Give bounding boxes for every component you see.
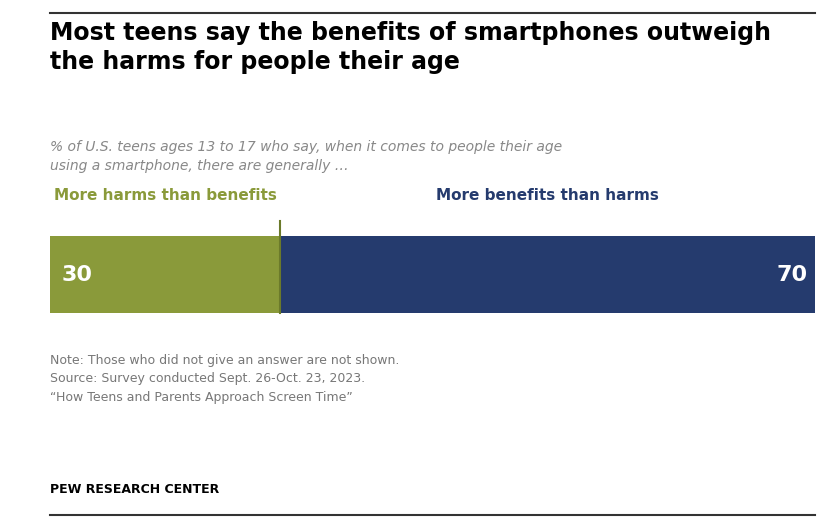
Bar [280,236,815,313]
Text: PEW RESEARCH CENTER: PEW RESEARCH CENTER [50,483,219,496]
Text: Note: Those who did not give an answer are not shown.
Source: Survey conducted S: Note: Those who did not give an answer a… [50,354,400,404]
Text: 30: 30 [62,265,93,285]
Bar [50,236,280,313]
Text: More harms than benefits: More harms than benefits [54,188,276,203]
Text: Most teens say the benefits of smartphones outweigh
the harms for people their a: Most teens say the benefits of smartphon… [50,21,771,74]
Text: More benefits than harms: More benefits than harms [436,188,659,203]
Text: 70: 70 [776,265,807,285]
Text: % of U.S. teens ages 13 to 17 who say, when it comes to people their age
using a: % of U.S. teens ages 13 to 17 who say, w… [50,140,563,173]
